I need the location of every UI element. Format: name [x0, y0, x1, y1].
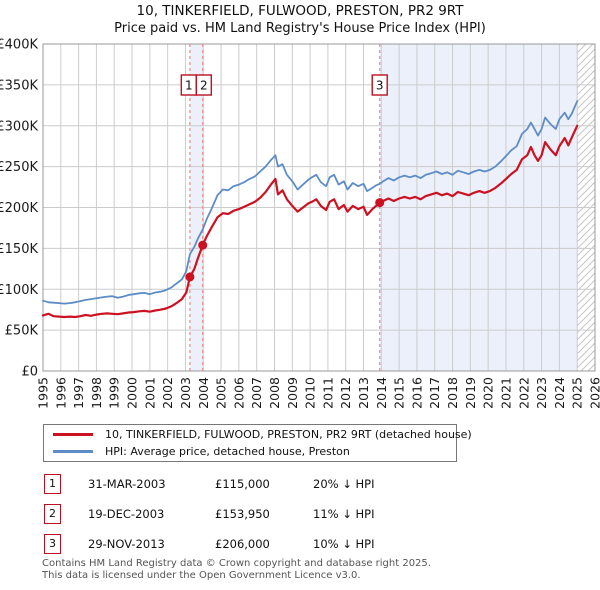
hpi-series-line [42, 100, 579, 305]
page-subtitle: Price paid vs. HM Land Registry's House … [114, 21, 486, 36]
x-tick-label: 2018 [445, 377, 460, 409]
x-tick-label: 2001 [142, 377, 157, 409]
sale-marker-label: 3 [376, 79, 384, 93]
sale-price: £115,000 [215, 477, 270, 491]
sale-vs-hpi: 10% ↓ HPI [313, 537, 375, 551]
x-tick-label: 2019 [463, 377, 478, 409]
sale-number-badge: 3 [44, 534, 61, 554]
footer-line1: Contains HM Land Registry data © Crown c… [42, 558, 431, 569]
sale-date: 19-DEC-2003 [88, 507, 165, 521]
sale-point [185, 272, 195, 282]
price-paid-series-line [41, 124, 579, 319]
x-tick-label: 2022 [516, 377, 531, 409]
hpi-line-swatch [53, 450, 93, 453]
table-row: 2 19-DEC-2003 £153,950 11% ↓ HPI [42, 503, 582, 525]
sale-price: £206,000 [215, 537, 270, 551]
x-tick-label: 2023 [534, 377, 549, 409]
table-row: 3 29-NOV-2013 £206,000 10% ↓ HPI [42, 533, 582, 555]
x-tick-label: 1995 [36, 377, 51, 409]
sale-point [198, 240, 208, 250]
plot-border [42, 43, 596, 372]
footer-line2: This data is licensed under the Open Gov… [42, 569, 361, 581]
x-tick-label: 2020 [481, 377, 496, 409]
table-row: 1 31-MAR-2003 £115,000 20% ↓ HPI [42, 473, 582, 495]
legend-item-hpi: HPI: Average price, detached house, Pres… [44, 443, 456, 460]
x-tick-label: 1997 [71, 377, 86, 409]
y-tick-label: £350K [0, 78, 38, 93]
legend-label: 10, TINKERFIELD, FULWOOD, PRESTON, PR2 9… [105, 428, 472, 441]
sale-marker-label: 1 [185, 79, 193, 93]
x-tick-label: 2011 [320, 377, 335, 409]
x-tick-label: 2003 [178, 377, 193, 409]
x-tick-label: 2007 [249, 377, 264, 409]
y-tick-label: £300K [0, 119, 38, 134]
sale-date: 29-NOV-2013 [88, 537, 165, 551]
x-tick-label: 2017 [427, 377, 442, 409]
price-chart: 1 2 3 £0 £50K £100K £150K £200K £250K £300K £350K £… [0, 38, 600, 409]
x-tick-label: 2005 [214, 377, 229, 409]
x-tick-label: 2016 [409, 377, 424, 409]
price-paid-line-swatch [53, 433, 93, 436]
sale-vs-hpi: 20% ↓ HPI [313, 477, 375, 491]
sale-point [375, 198, 385, 208]
x-tick-label: 2008 [267, 377, 282, 409]
x-tick-label: 2006 [231, 377, 246, 409]
x-tick-label: 2002 [160, 377, 175, 409]
y-tick-label: £100K [0, 283, 38, 298]
x-tick-label: 2000 [125, 377, 140, 409]
sale-date: 31-MAR-2003 [88, 477, 166, 491]
y-tick-label: £200K [0, 201, 38, 216]
x-tick-label: 2014 [374, 377, 389, 409]
y-tick-label: £250K [0, 160, 38, 175]
x-tick-label: 2013 [356, 377, 371, 409]
x-tick-label: 2026 [588, 377, 600, 409]
x-tick-label: 2012 [338, 377, 353, 409]
x-tick-label: 2010 [303, 377, 318, 409]
x-tick-label: 2025 [570, 377, 585, 409]
page-title: 10, TINKERFIELD, FULWOOD, PRESTON, PR2 9… [136, 3, 464, 19]
x-tick-label: 2004 [196, 377, 211, 409]
y-tick-label: £50K [5, 324, 39, 339]
legend-item-price-paid: 10, TINKERFIELD, FULWOOD, PRESTON, PR2 9… [44, 426, 472, 443]
sale-vs-hpi: 11% ↓ HPI [313, 507, 375, 521]
x-tick-label: 2024 [552, 377, 567, 409]
legend-label: HPI: Average price, detached house, Pres… [105, 445, 350, 458]
x-tick-label: 1998 [89, 377, 104, 409]
y-tick-label: £0 [21, 365, 38, 380]
x-tick-label: 1996 [53, 377, 68, 409]
sale-marker-box [371, 74, 388, 96]
y-tick-label: £150K [0, 242, 38, 257]
license-footer: Contains HM Land Registry data © Crown c… [42, 558, 431, 581]
legend: 10, TINKERFIELD, FULWOOD, PRESTON, PR2 9… [43, 424, 472, 462]
sale-number-badge: 2 [44, 504, 61, 524]
y-tick-label: £400K [0, 38, 38, 53]
sale-price: £153,950 [215, 507, 270, 521]
x-tick-label: 2009 [285, 377, 300, 409]
x-tick-label: 2015 [392, 377, 407, 409]
x-tick-label: 2021 [498, 377, 513, 409]
sale-number-badge: 1 [44, 474, 61, 494]
sale-marker-box [195, 74, 213, 96]
sale-marker-label: 2 [200, 79, 208, 93]
x-tick-label: 1999 [107, 377, 122, 409]
